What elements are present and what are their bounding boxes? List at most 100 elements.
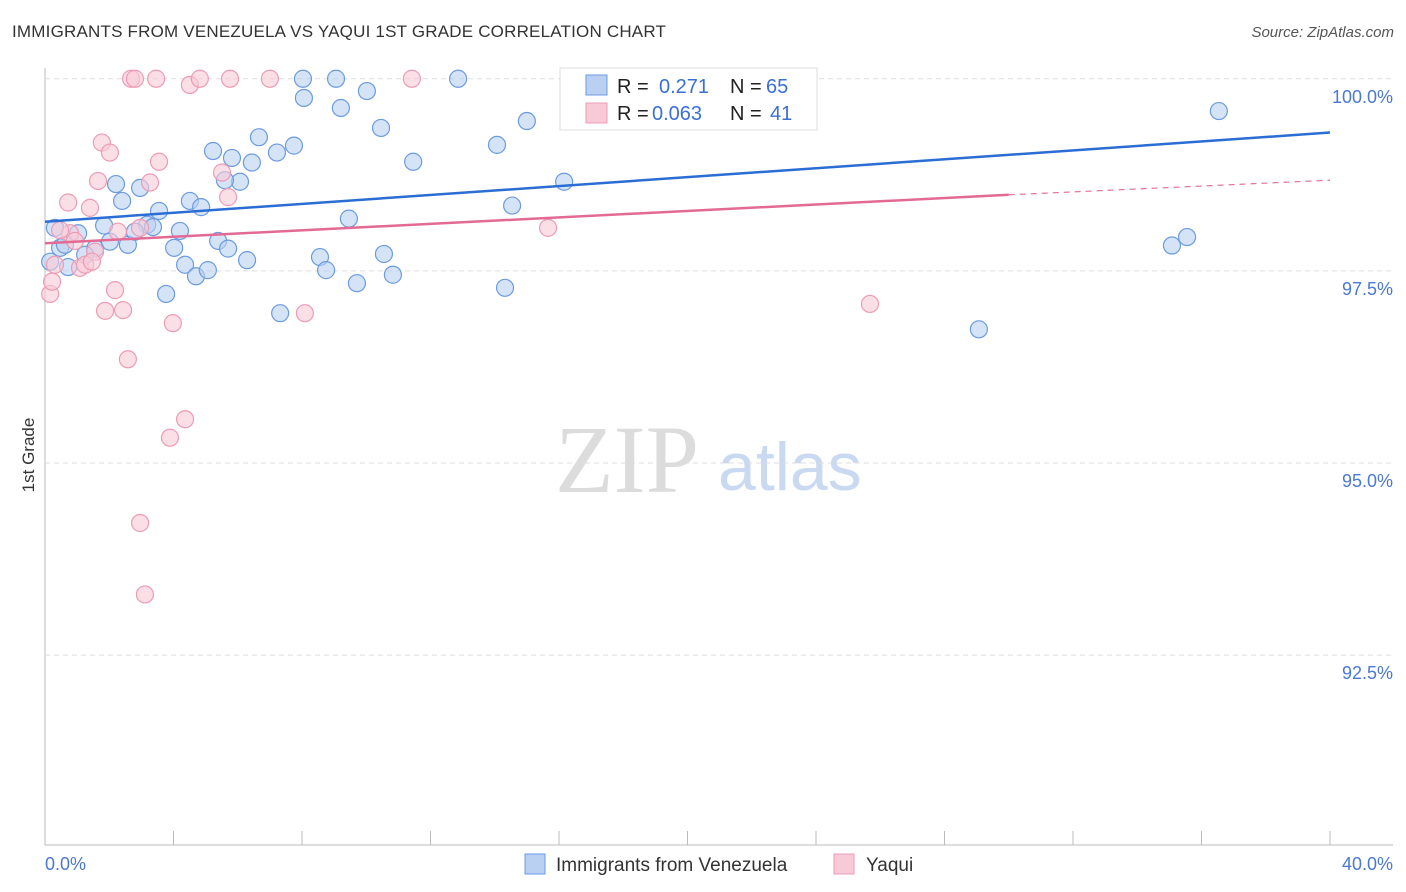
venezuela-point [347, 274, 367, 293]
y-tick-label: 100.0% [1332, 87, 1393, 107]
yaqui-point [260, 69, 279, 88]
yaqui-point [95, 301, 115, 320]
venezuela-point [374, 244, 394, 264]
venezuela-point [192, 198, 211, 217]
bottom-legend: Immigrants from Venezuela Yaqui [524, 853, 913, 876]
venezuela-point [1177, 227, 1197, 247]
yaqui-point [118, 350, 137, 369]
y-tick-label: 92.5% [1342, 663, 1393, 683]
yaqui-point [59, 193, 78, 212]
venezuela-point [383, 265, 403, 284]
yaqui-point [80, 198, 100, 217]
venezuela-point [222, 148, 242, 168]
yaqui-point [402, 69, 421, 88]
venezuela-point [198, 261, 217, 280]
y-tick-label: 95.0% [1342, 471, 1393, 491]
yaqui-point [50, 221, 70, 240]
legend-label-venezuela: Immigrants from Venezuela [556, 855, 788, 876]
venezuela-point [157, 284, 176, 304]
venezuela-point [165, 238, 184, 257]
yaqui-point [105, 281, 125, 300]
venezuela-point [316, 261, 336, 280]
venezuela-point [495, 278, 515, 297]
venezuela-trend-line [44, 131, 1331, 223]
venezuela-point [230, 172, 250, 191]
venezuela-point [112, 191, 132, 211]
watermark-atlas: atlas [718, 429, 862, 505]
yaqui-point [88, 171, 108, 191]
venezuela-point [555, 172, 574, 191]
legend-r-label: R = [617, 103, 649, 125]
yaqui-point [42, 272, 62, 291]
venezuela-point [331, 98, 350, 118]
yaqui-point [113, 300, 133, 320]
venezuela-point [404, 152, 423, 171]
venezuela-point [517, 111, 536, 131]
yaqui-point [149, 152, 169, 171]
yaqui-point [100, 143, 119, 162]
watermark-zip: ZIP [555, 406, 699, 513]
venezuela-point [175, 255, 195, 274]
yaqui-point [220, 69, 240, 88]
venezuela-point [149, 201, 169, 221]
yaqui-point [163, 314, 182, 333]
venezuela-point [371, 118, 391, 138]
venezuela-point [249, 128, 269, 147]
venezuela-point [502, 196, 522, 215]
yaqui-point [135, 585, 155, 604]
venezuela-point [449, 69, 468, 88]
venezuela-point [203, 141, 223, 161]
yaqui-point [160, 428, 180, 447]
x-tick-label-max: 40.0% [1342, 854, 1393, 874]
yaqui-point [125, 69, 145, 88]
legend-n-value: 41 [770, 103, 792, 125]
yaqui-point [108, 222, 128, 241]
venezuela-point [969, 320, 988, 339]
legend-r-value: 0.271 [659, 76, 709, 98]
venezuela-point [339, 209, 359, 228]
chart-title: IMMIGRANTS FROM VENEZUELA VS YAQUI 1ST G… [12, 22, 667, 41]
venezuela-point [293, 69, 313, 88]
legend-n-label: N = [730, 76, 762, 98]
yaqui-point [219, 188, 238, 207]
venezuela-point [242, 153, 261, 172]
yaqui-point [190, 69, 209, 88]
x-tick-label-min: 0.0% [45, 854, 86, 874]
venezuela-point [1162, 236, 1182, 255]
yaqui-trend-line [44, 193, 1009, 245]
yaqui-point [147, 69, 166, 88]
yaqui-point [175, 410, 195, 429]
legend-r-value: 0.063 [652, 103, 702, 125]
y-tick-label: 97.5% [1342, 279, 1393, 299]
legend-swatch-yaqui [833, 853, 855, 875]
yaqui-point [212, 163, 232, 182]
yaqui-point [538, 218, 558, 237]
venezuela-point [267, 143, 287, 162]
yaqui-point [130, 513, 150, 533]
venezuela-point [271, 304, 290, 323]
source-label: Source: ZipAtlas.com [1251, 24, 1394, 41]
venezuela-point [294, 88, 314, 108]
legend-swatch-venezuela [524, 853, 546, 875]
venezuela-point [1209, 101, 1228, 121]
yaqui-trend-extension [1008, 179, 1331, 196]
venezuela-point [284, 136, 304, 155]
venezuela-point [357, 81, 376, 101]
venezuela-point [237, 251, 257, 270]
yaqui-point [130, 218, 150, 237]
venezuela-point [326, 69, 346, 88]
venezuela-point [106, 174, 126, 194]
legend-swatch-venezuela [585, 74, 608, 96]
yaqui-point [82, 252, 102, 271]
legend-n-value: 65 [766, 76, 788, 98]
yaqui-point [140, 173, 160, 192]
yaqui-point [860, 294, 880, 314]
legend-n-label: N = [730, 103, 762, 125]
venezuela-point [487, 135, 507, 154]
legend: R = 0.271 N = 65 R = 0.063 N = 41 [559, 67, 818, 131]
y-axis-label: 1st Grade [19, 418, 38, 493]
yaqui-point [295, 304, 314, 323]
venezuela-point [219, 239, 238, 258]
